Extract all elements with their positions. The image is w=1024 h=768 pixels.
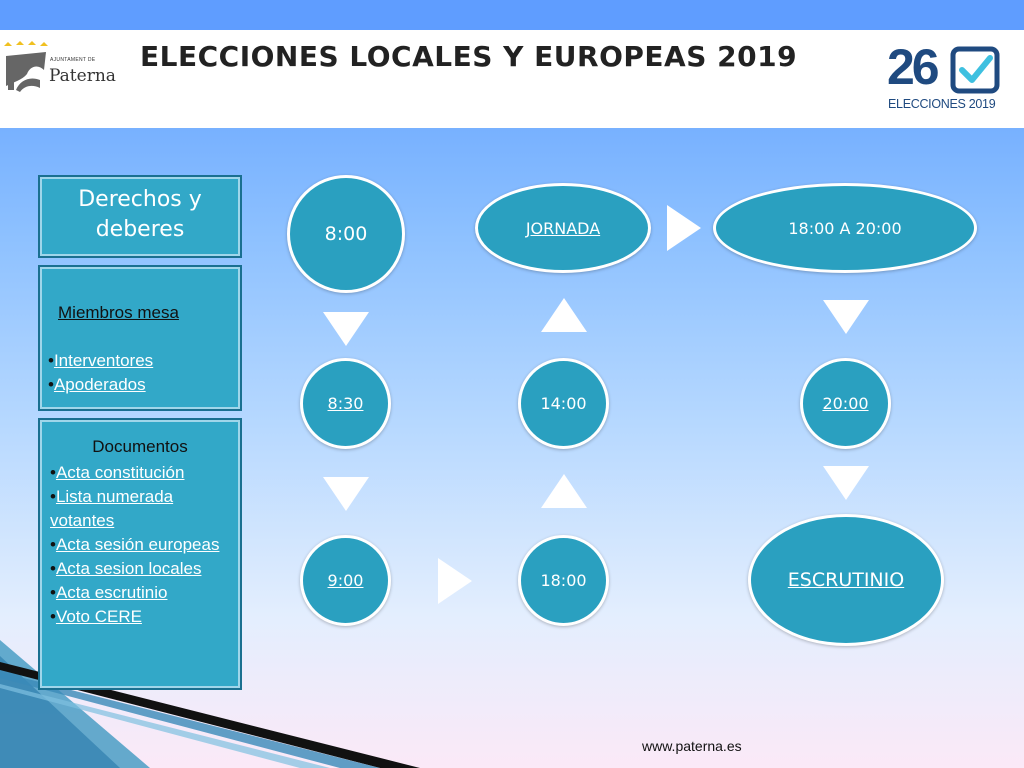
node-2000-label: 20:00 [822,394,869,413]
top-bar [0,0,1024,30]
apoderados-link[interactable]: Apoderados [53,375,146,394]
list-item: •Acta sesión europeas [50,535,220,554]
acta-constitucion-link[interactable]: Acta constitución [55,463,185,482]
node-escrutinio[interactable]: ESCRUTINIO [748,514,944,646]
arrow-up-icon [541,298,587,332]
acta-escrutinio-link[interactable]: Acta escrutinio [55,583,168,602]
page-title: ELECCIONES LOCALES Y EUROPEAS 2019 [140,40,798,73]
checkbox-check-icon [950,46,1000,94]
list-item: •Interventores [48,351,154,370]
acta-sesion-europeas-link[interactable]: Acta sesión europeas [55,535,220,554]
logo-26-number: 26 [887,39,940,95]
list-item: •Lista numerada votantes [50,487,174,530]
decorative-stripes [0,640,420,768]
list-item: •Acta constitución [50,463,185,482]
node-escrutinio-label: ESCRUTINIO [787,569,905,591]
node-0830[interactable]: 8:30 [300,358,391,449]
documents-box: Documentos •Acta constitución •Lista num… [38,418,242,690]
logo-small-text: AJUNTAMENT DE [50,57,96,63]
members-box: Miembros mesa •Interventores •Apoderados [38,265,242,411]
node-1800-2000: 18:00 A 20:00 [713,183,977,273]
node-0900[interactable]: 9:00 [300,535,391,626]
logo-elecciones-caption: ELECCIONES 2019 [888,97,996,111]
arrow-right-icon [667,205,701,251]
arrow-up-icon [541,474,587,508]
arrow-down-icon [823,466,869,500]
list-item: •Acta escrutinio [50,583,168,602]
footer-url: www.paterna.es [642,738,742,754]
paterna-castle-icon [4,41,48,92]
header-band [0,30,1024,128]
node-0830-label: 8:30 [327,394,364,413]
list-item: •Voto CERE [50,607,142,626]
node-2000[interactable]: 20:00 [800,358,891,449]
arrow-down-icon [823,300,869,334]
node-1800: 18:00 [518,535,609,626]
voto-cere-link[interactable]: Voto CERE [55,607,142,626]
arrow-right-icon [438,558,472,604]
arrow-down-icon [323,477,369,511]
documents-list: •Acta constitución •Lista numerada votan… [50,461,238,629]
list-item: •Acta sesion locales [50,559,202,578]
node-1400: 14:00 [518,358,609,449]
logo-paterna-text: Paterna [49,66,116,86]
rights-duties-box[interactable]: Derechos y deberes [38,175,242,258]
interventores-link[interactable]: Interventores [53,351,154,370]
node-0900-label: 9:00 [327,571,364,590]
list-item: •Apoderados [48,375,146,394]
lista-numerada-link[interactable]: Lista numerada votantes [50,487,174,530]
acta-sesion-locales-link[interactable]: Acta sesion locales [55,559,202,578]
node-jornada[interactable]: JORNADA [475,183,651,273]
members-heading-link[interactable]: Miembros mesa [58,303,179,322]
arrow-down-icon [323,312,369,346]
documents-heading: Documentos [92,437,188,456]
node-jornada-label: JORNADA [525,218,601,238]
node-0800: 8:00 [287,175,405,293]
rights-duties-label: Derechos y deberes [78,187,202,242]
